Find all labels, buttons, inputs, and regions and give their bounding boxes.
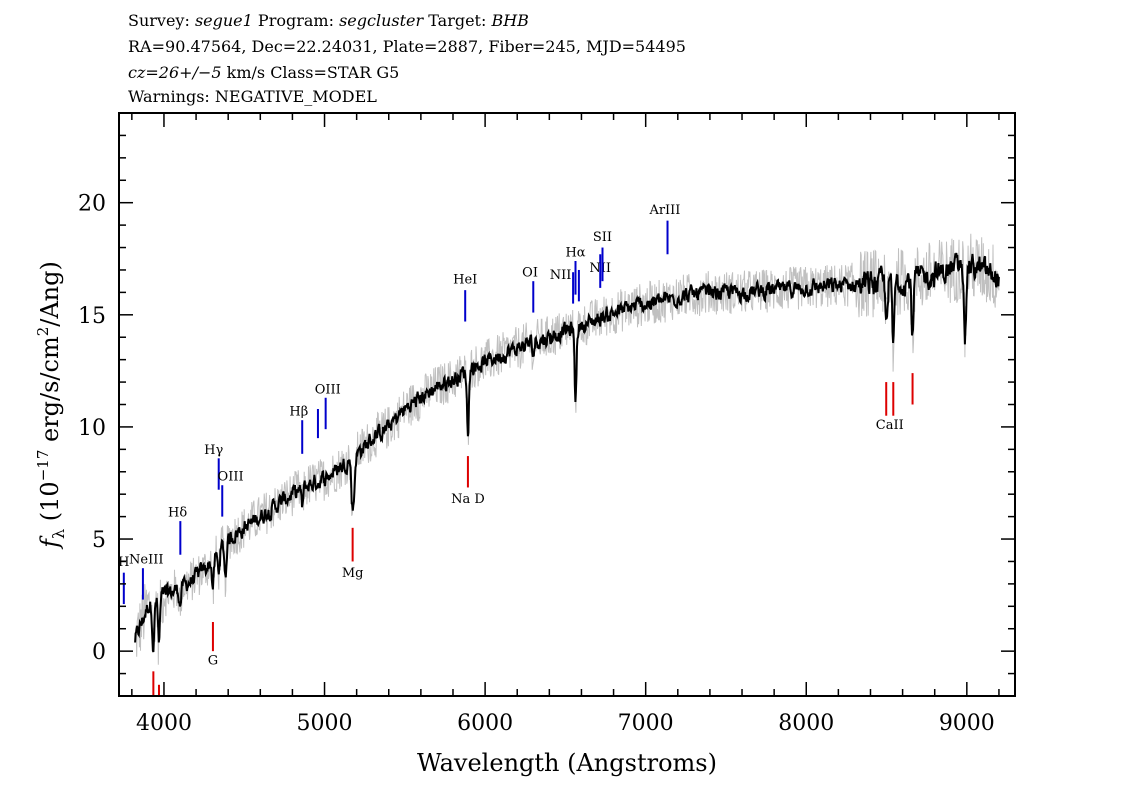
- survey-label: Survey:: [128, 11, 190, 30]
- emission-line-label: NII: [589, 261, 611, 276]
- y-tick-label: 20: [78, 192, 106, 217]
- emission-line-label: OI: [522, 266, 538, 281]
- emission-line-label: SII: [593, 230, 612, 245]
- class-value: km/s Class=STAR G5: [221, 63, 400, 82]
- header-line-2: RA=90.47564, Dec=22.24031, Plate=2887, F…: [128, 37, 686, 56]
- x-tick-label: 8000: [778, 711, 834, 736]
- y-axis-title-exp1: −17: [34, 450, 52, 482]
- y-tick-label: 10: [78, 416, 106, 441]
- emission-line-label: HeI: [453, 272, 477, 287]
- x-tick-label: 4000: [136, 711, 192, 736]
- emission-line-label: OIII: [315, 382, 341, 397]
- axis-ticks: [119, 112, 1015, 696]
- emission-line-label: Hδ: [168, 506, 187, 521]
- emission-line-label: NeIII: [129, 553, 163, 568]
- emission-line-label: Hβ: [289, 405, 308, 420]
- plot-frame: [118, 112, 1016, 697]
- flux-spectrum-line: [134, 252, 1000, 653]
- header-line-4: Warnings: NEGATIVE_MODEL: [128, 87, 377, 106]
- redshift-value: cz=26+/−5: [128, 63, 222, 82]
- emission-line-label: H: [118, 555, 129, 570]
- y-axis-title-post: /Ang): [36, 261, 64, 327]
- target-label: Target:: [428, 11, 487, 30]
- noise-series: [135, 233, 1000, 665]
- program-value: segcluster: [339, 11, 424, 30]
- survey-value: segue1: [194, 11, 253, 30]
- emission-line-label: ArIII: [648, 203, 680, 218]
- target-value: BHB: [491, 11, 529, 30]
- emission-line-label: NII: [550, 268, 572, 283]
- y-tick-label: 0: [92, 640, 106, 665]
- x-axis-title: Wavelength (Angstroms): [417, 749, 717, 777]
- y-tick-label: 5: [92, 528, 106, 553]
- y-tick-label: 15: [78, 304, 106, 329]
- x-tick-label: 7000: [618, 711, 674, 736]
- absorption-line-label: Na D: [451, 492, 485, 507]
- x-tick-label: 5000: [297, 711, 353, 736]
- emission-line-label: OIII: [218, 470, 244, 485]
- header-line-1: Survey: segue1 Program: segcluster Targe…: [128, 10, 529, 32]
- y-axis-title-pre: (10: [36, 481, 64, 529]
- x-tick-label: 6000: [457, 711, 513, 736]
- absorption-line-label: Mg: [342, 566, 364, 581]
- absorption-line-label: G: [208, 654, 218, 669]
- y-axis-title: fλ (10−17 erg/s/cm2/Ang): [34, 261, 68, 550]
- y-axis-title-exp2: 2: [34, 327, 52, 337]
- line-markers: H NeIII Hδ Hγ OIII Hβ OIII HeI OI NII Hα NII SII ArII…: [118, 203, 914, 696]
- absorption-line-label: CaII: [876, 418, 904, 433]
- tick-labels: 4000 5000 6000 7000 8000 9000 0 5 10 15 20: [78, 192, 995, 736]
- flux-series: [134, 252, 1000, 653]
- y-axis-title-mid: erg/s/cm: [36, 336, 64, 450]
- emission-line-label: Hγ: [204, 443, 223, 458]
- y-axis-title-sub: λ: [49, 529, 68, 539]
- program-label: Program:: [257, 11, 334, 30]
- emission-line-label: Hα: [565, 246, 585, 261]
- header-line-3: cz=26+/−5 km/s Class=STAR G5: [128, 62, 399, 84]
- x-tick-label: 9000: [939, 711, 995, 736]
- noise-spectrum-line: [135, 233, 1000, 665]
